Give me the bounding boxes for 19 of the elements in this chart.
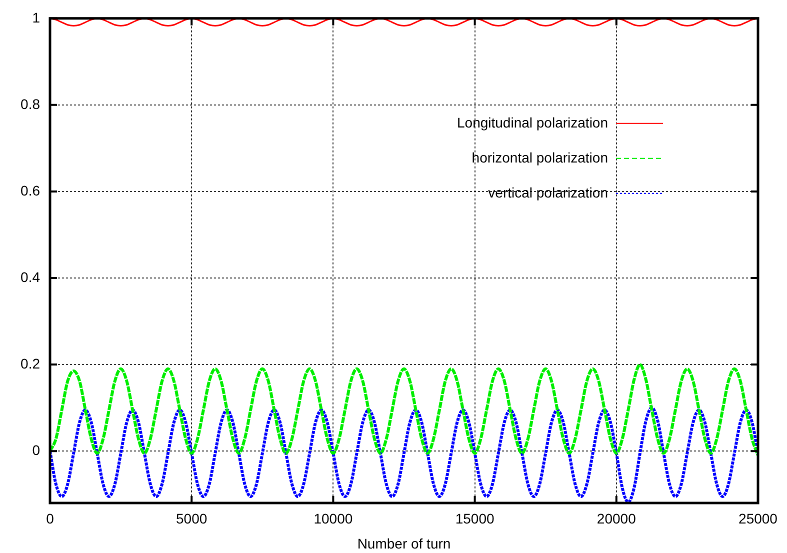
y-tick-label: 0.4: [20, 268, 40, 285]
legend-label: vertical polarization: [488, 184, 608, 200]
x-tick-label: 10000: [314, 510, 353, 526]
x-tick-label: 0: [46, 510, 54, 526]
x-tick-label: 25000: [738, 510, 778, 526]
x-axis-title: Number of turn: [357, 535, 451, 552]
y-tick-label: 0.2: [20, 355, 40, 372]
x-tick-label: 20000: [596, 510, 636, 526]
line-series: [50, 18, 758, 27]
legend-label: Longitudinal polarization: [457, 114, 608, 130]
y-tick-label: 0.8: [20, 96, 40, 112]
line-series: [50, 363, 758, 457]
x-tick-label: 15000: [455, 510, 494, 526]
y-tick-label: 0.6: [20, 182, 40, 198]
y-tick-label: 1: [32, 9, 40, 26]
line-series: [50, 406, 758, 503]
legend-label: horizontal polarization: [472, 149, 608, 166]
x-tick-label: 5000: [176, 510, 208, 526]
y-tick-label: 0: [32, 442, 40, 458]
